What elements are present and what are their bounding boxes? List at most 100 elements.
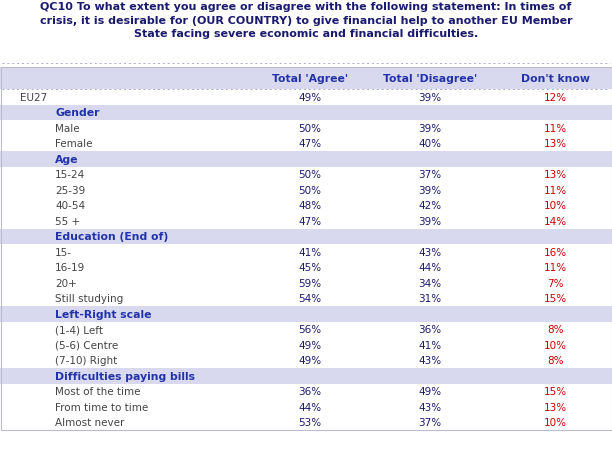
FancyBboxPatch shape (0, 105, 612, 121)
Text: 14%: 14% (543, 216, 567, 226)
FancyBboxPatch shape (0, 291, 612, 306)
Text: 44%: 44% (299, 402, 321, 412)
Text: 10%: 10% (543, 201, 567, 211)
Text: Left-Right scale: Left-Right scale (55, 309, 152, 319)
Text: Total 'Disagree': Total 'Disagree' (383, 74, 477, 84)
Text: 49%: 49% (299, 340, 321, 350)
Text: crisis, it is desirable for (OUR COUNTRY) to give financial help to another EU M: crisis, it is desirable for (OUR COUNTRY… (40, 16, 572, 25)
Text: 49%: 49% (419, 386, 442, 397)
Text: QC10 To what extent you agree or disagree with the following statement: In times: QC10 To what extent you agree or disagre… (40, 2, 572, 12)
Text: 12%: 12% (543, 93, 567, 102)
FancyBboxPatch shape (0, 213, 612, 229)
FancyBboxPatch shape (0, 151, 612, 167)
Text: (7-10) Right: (7-10) Right (55, 355, 118, 365)
FancyBboxPatch shape (0, 68, 612, 90)
Text: Total 'Agree': Total 'Agree' (272, 74, 348, 84)
FancyBboxPatch shape (0, 368, 612, 384)
FancyBboxPatch shape (0, 198, 612, 213)
Text: 7%: 7% (547, 278, 563, 288)
Text: Female: Female (55, 139, 92, 149)
Text: 42%: 42% (419, 201, 442, 211)
Text: 36%: 36% (299, 386, 321, 397)
Text: 31%: 31% (419, 294, 442, 303)
Text: From time to time: From time to time (55, 402, 148, 412)
Text: 53%: 53% (299, 417, 321, 427)
Text: 15-24: 15-24 (55, 170, 85, 180)
Text: 43%: 43% (419, 247, 442, 257)
Text: 56%: 56% (299, 325, 321, 335)
Text: Almost never: Almost never (55, 417, 124, 427)
Text: 11%: 11% (543, 263, 567, 273)
Text: 44%: 44% (419, 263, 442, 273)
Text: 47%: 47% (299, 216, 321, 226)
Text: 11%: 11% (543, 123, 567, 134)
Text: 49%: 49% (299, 355, 321, 365)
Text: Still studying: Still studying (55, 294, 123, 303)
Text: 15%: 15% (543, 294, 567, 303)
Text: 41%: 41% (419, 340, 442, 350)
Text: 39%: 39% (419, 185, 442, 196)
FancyBboxPatch shape (0, 414, 612, 430)
Text: 54%: 54% (299, 294, 321, 303)
Text: 13%: 13% (543, 170, 567, 180)
FancyBboxPatch shape (0, 183, 612, 198)
FancyBboxPatch shape (0, 245, 612, 260)
Text: 20+: 20+ (55, 278, 76, 288)
Text: 37%: 37% (419, 170, 442, 180)
FancyBboxPatch shape (0, 384, 612, 399)
Text: 16%: 16% (543, 247, 567, 257)
FancyBboxPatch shape (0, 260, 612, 275)
Text: 39%: 39% (419, 93, 442, 102)
Text: 15-: 15- (55, 247, 72, 257)
Text: 11%: 11% (543, 185, 567, 196)
Text: Education (End of): Education (End of) (55, 232, 168, 242)
FancyBboxPatch shape (0, 229, 612, 245)
Text: 16-19: 16-19 (55, 263, 85, 273)
Text: 34%: 34% (419, 278, 442, 288)
Text: 50%: 50% (299, 170, 321, 180)
Text: 39%: 39% (419, 123, 442, 134)
Text: (5-6) Centre: (5-6) Centre (55, 340, 118, 350)
Text: Most of the time: Most of the time (55, 386, 141, 397)
Text: 39%: 39% (419, 216, 442, 226)
Text: 8%: 8% (547, 325, 563, 335)
Text: 59%: 59% (299, 278, 321, 288)
Text: Gender: Gender (55, 108, 100, 118)
FancyBboxPatch shape (0, 136, 612, 151)
FancyBboxPatch shape (0, 322, 612, 337)
Text: Male: Male (55, 123, 80, 134)
Text: 13%: 13% (543, 139, 567, 149)
Text: Age: Age (55, 154, 78, 164)
Text: 47%: 47% (299, 139, 321, 149)
Text: 43%: 43% (419, 402, 442, 412)
Text: 49%: 49% (299, 93, 321, 102)
Text: Don't know: Don't know (521, 74, 589, 84)
FancyBboxPatch shape (0, 275, 612, 291)
Text: 40%: 40% (419, 139, 441, 149)
FancyBboxPatch shape (0, 167, 612, 183)
Text: 55 +: 55 + (55, 216, 80, 226)
Text: Difficulties paying bills: Difficulties paying bills (55, 371, 195, 381)
Text: 8%: 8% (547, 355, 563, 365)
FancyBboxPatch shape (0, 399, 612, 414)
Text: 43%: 43% (419, 355, 442, 365)
FancyBboxPatch shape (0, 306, 612, 322)
Text: 13%: 13% (543, 402, 567, 412)
Text: 48%: 48% (299, 201, 321, 211)
Text: 40-54: 40-54 (55, 201, 85, 211)
Text: 10%: 10% (543, 340, 567, 350)
Text: 37%: 37% (419, 417, 442, 427)
FancyBboxPatch shape (0, 353, 612, 368)
Text: 10%: 10% (543, 417, 567, 427)
FancyBboxPatch shape (0, 90, 612, 105)
Text: State facing severe economic and financial difficulties.: State facing severe economic and financi… (134, 29, 478, 39)
FancyBboxPatch shape (0, 121, 612, 136)
Text: 50%: 50% (299, 185, 321, 196)
Text: 15%: 15% (543, 386, 567, 397)
FancyBboxPatch shape (0, 337, 612, 353)
Text: 25-39: 25-39 (55, 185, 85, 196)
Text: 36%: 36% (419, 325, 442, 335)
Text: (1-4) Left: (1-4) Left (55, 325, 103, 335)
Text: 50%: 50% (299, 123, 321, 134)
Text: 45%: 45% (299, 263, 321, 273)
